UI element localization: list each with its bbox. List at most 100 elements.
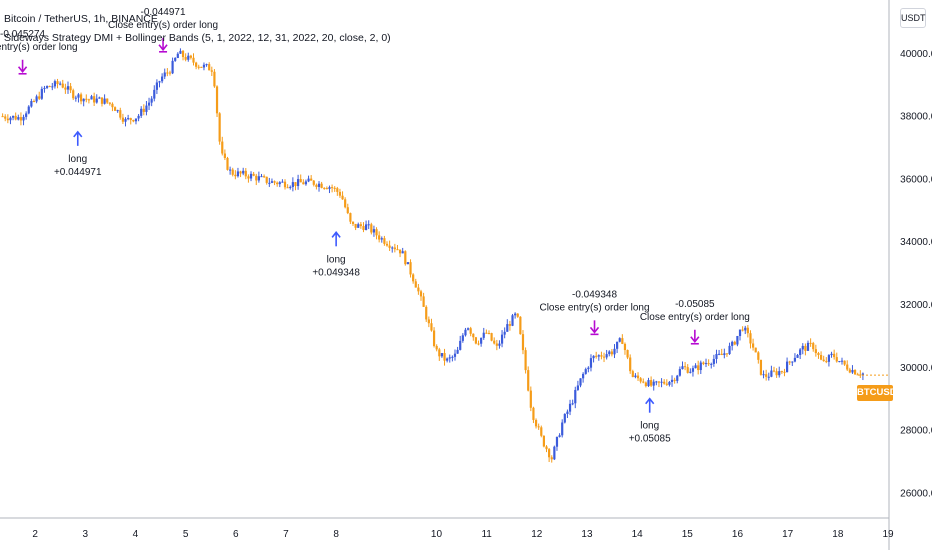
candle-body xyxy=(231,169,234,175)
candle-body xyxy=(140,108,143,116)
candle-body xyxy=(184,57,187,60)
candle-body xyxy=(291,182,294,187)
candle-body xyxy=(859,374,862,376)
price-tick-label: 32000.00 xyxy=(900,300,932,311)
candle-body xyxy=(825,361,828,363)
candle-body xyxy=(64,87,67,90)
trade-label: Close entry(s) order long xyxy=(539,302,649,313)
time-tick-label: 14 xyxy=(632,529,644,540)
candle-body xyxy=(511,315,514,326)
candle-body xyxy=(244,170,247,177)
candle-body xyxy=(404,251,407,265)
candle-body xyxy=(652,381,655,386)
price-axis: 40000.00 38000.00 36000.00 34000.00 32000.00… xyxy=(858,0,932,550)
candle-body xyxy=(388,245,391,248)
candle-body xyxy=(320,183,323,188)
candle-body xyxy=(307,178,310,182)
candle-body xyxy=(412,274,415,282)
candle-body xyxy=(440,353,444,357)
time-tick-label: 6 xyxy=(233,529,239,540)
candle-body xyxy=(364,224,368,230)
candle-body xyxy=(85,98,88,100)
time-tick-label: 12 xyxy=(531,529,543,540)
candle-body xyxy=(710,363,713,365)
candle-body xyxy=(707,363,710,365)
currency-button[interactable]: USDT xyxy=(900,8,926,28)
candle-body xyxy=(161,76,164,82)
candle-body xyxy=(30,101,33,107)
candle-body xyxy=(205,64,208,66)
candle-body xyxy=(168,72,172,74)
candle-body xyxy=(315,184,318,187)
candle-body xyxy=(116,110,119,112)
candle-body xyxy=(249,173,253,179)
price-tick-label: 38000.00 xyxy=(900,112,932,123)
candle-body xyxy=(372,229,376,233)
candle-body xyxy=(391,247,394,249)
candle-body xyxy=(393,247,396,250)
candle-body xyxy=(299,179,302,183)
candle-body xyxy=(618,338,621,342)
candle-body xyxy=(846,364,849,370)
close-arrow-head-icon xyxy=(690,336,700,344)
candle-body xyxy=(534,419,538,427)
candle-body xyxy=(642,381,645,383)
candle-body xyxy=(767,376,770,378)
candle-body xyxy=(43,87,46,89)
candle-body xyxy=(137,115,140,119)
time-tick-label: 7 xyxy=(283,529,289,540)
candle-body xyxy=(529,390,532,408)
candle-body xyxy=(210,70,213,72)
candle-body xyxy=(704,363,708,365)
candle-body xyxy=(563,413,566,423)
candle-body xyxy=(333,187,336,189)
candle-body xyxy=(69,86,72,91)
candle-body xyxy=(48,86,51,88)
candle-body xyxy=(163,72,166,77)
candle-body xyxy=(158,81,161,83)
candle-body xyxy=(597,355,600,357)
candle-body xyxy=(22,116,25,121)
time-tick-label: 15 xyxy=(682,529,694,540)
candle-body xyxy=(396,249,399,251)
candle-body xyxy=(744,327,747,331)
candle-body xyxy=(121,117,125,122)
time-tick-label: 10 xyxy=(431,529,443,540)
candle-body xyxy=(848,369,851,373)
candle-body xyxy=(336,188,339,192)
candle-body xyxy=(670,379,674,382)
candle-body xyxy=(40,88,43,99)
candle-body xyxy=(113,107,117,111)
candle-body xyxy=(354,223,357,228)
close-arrow-head-icon xyxy=(158,44,168,52)
candle-body xyxy=(59,83,62,85)
candle-body xyxy=(422,296,425,307)
candle-body xyxy=(153,89,156,99)
candle-body xyxy=(589,358,593,368)
candle-body xyxy=(255,175,258,181)
candle-body xyxy=(375,229,378,236)
candle-body xyxy=(514,313,517,316)
candle-body xyxy=(621,338,624,344)
candle-body xyxy=(676,375,679,381)
candle-body xyxy=(406,262,410,265)
candle-body xyxy=(689,371,692,373)
candle-body xyxy=(346,207,349,214)
candle-body xyxy=(247,176,250,179)
candle-body xyxy=(532,407,535,420)
trade-value: -0.05085 xyxy=(675,299,715,310)
candle-body xyxy=(419,291,423,297)
candle-body xyxy=(725,353,729,355)
candle-body xyxy=(516,313,519,317)
candle-body xyxy=(799,349,802,355)
candle-body xyxy=(257,176,260,181)
time-tick-label: 8 xyxy=(333,529,339,540)
candle-body xyxy=(359,224,362,227)
candle-body xyxy=(681,366,684,370)
candle-body xyxy=(218,113,221,142)
candle-body xyxy=(72,90,75,99)
candle-body xyxy=(639,378,642,382)
candle-body xyxy=(174,57,177,61)
